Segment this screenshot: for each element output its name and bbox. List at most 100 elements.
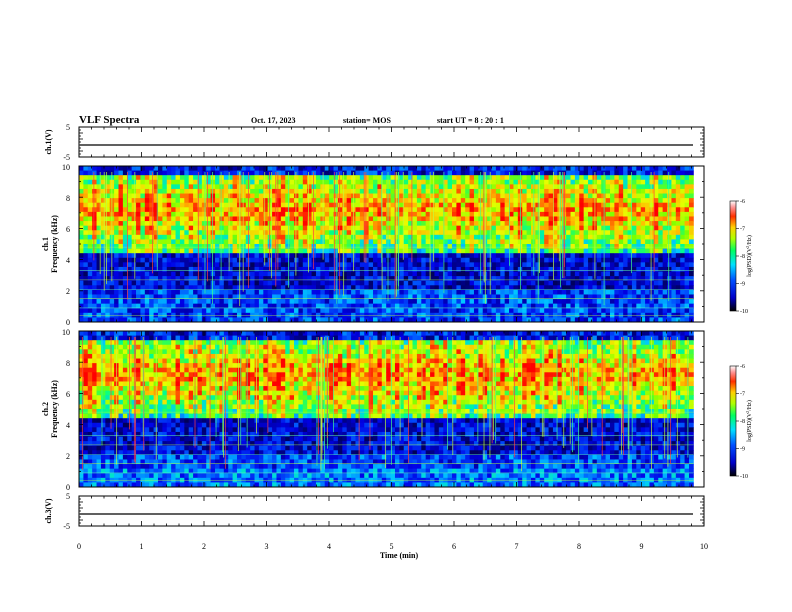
spectrogram-cell: [386, 193, 391, 199]
spectrogram-cell: [342, 234, 348, 240]
spectrogram-cell: [452, 239, 457, 245]
spectrogram-cell: [267, 317, 273, 323]
spectrogram-cell: [509, 179, 514, 185]
spectrogram-cell: [92, 468, 97, 474]
spectrogram-cell: [364, 188, 370, 194]
spectrogram-cell: [197, 312, 203, 318]
spectrogram-cell: [548, 198, 554, 204]
spectrogram-cell: [100, 253, 106, 259]
spectrogram-cell: [557, 271, 563, 277]
spectrogram-cell: [478, 317, 484, 323]
spectrogram-cell: [228, 230, 233, 236]
spectrogram-cell: [544, 299, 549, 305]
spectrogram-cell: [618, 276, 624, 282]
spectrogram-cell: [355, 257, 361, 263]
spectrogram-cell: [206, 289, 212, 295]
spectrogram-cell: [368, 193, 374, 199]
spectrogram-cell: [162, 216, 168, 222]
spectrogram-cell: [342, 253, 348, 259]
spectrogram-cell: [228, 207, 233, 213]
spectrogram-cell: [236, 317, 242, 323]
spectrogram-cell: [175, 216, 181, 222]
spectrogram-cell: [662, 198, 668, 204]
spectrogram-cell: [329, 207, 334, 213]
spectrogram-cell: [289, 257, 295, 263]
spectrogram-cell: [399, 179, 405, 185]
spectrogram-cell: [79, 317, 84, 323]
spectrogram-cell: [645, 276, 650, 282]
spectrogram-cell: [250, 230, 255, 236]
spectrogram-cell: [495, 193, 501, 199]
spectrogram-cell: [473, 317, 479, 323]
spectrogram-cell: [610, 234, 615, 240]
spectrogram-cell: [465, 285, 470, 291]
spectrogram-cell: [443, 198, 449, 204]
spectrogram-cell: [473, 276, 479, 282]
spectrogram-cell: [640, 317, 646, 323]
spectrogram-cell: [166, 184, 172, 190]
spectrogram-cell: [166, 271, 172, 277]
spectrogram-cell: [596, 244, 602, 249]
spectrogram-cell: [509, 244, 514, 249]
spectrogram-cell: [83, 276, 89, 282]
spectrogram-cell: [83, 459, 89, 465]
spectrogram-cell: [425, 257, 431, 263]
spectrogram-cell: [394, 175, 400, 181]
spectrogram-cell: [675, 216, 681, 222]
spectrogram-cell: [219, 317, 225, 323]
spectrogram-cell: [601, 244, 607, 249]
spectrogram-cell: [487, 221, 492, 227]
spectrogram-cell: [596, 175, 602, 181]
spectrogram-cell: [623, 207, 628, 213]
spectrogram-cell: [522, 211, 528, 217]
spectrogram-cell: [592, 308, 598, 314]
spectrogram-cell: [403, 166, 409, 171]
spectrogram-cell: [394, 202, 400, 208]
spectrogram-cell: [364, 285, 370, 291]
spectrogram-cell: [460, 170, 466, 176]
spectrogram-cell: [267, 248, 273, 254]
spectrogram-cell: [114, 262, 119, 268]
spectrogram-cell: [526, 230, 532, 236]
spectrogram-cell: [513, 244, 519, 249]
spectrogram-cell: [373, 193, 378, 199]
spectrogram-cell: [258, 303, 264, 309]
spectrogram-cell: [509, 312, 514, 318]
spectrogram-cell: [166, 198, 172, 204]
spectrogram-cell: [557, 216, 563, 222]
spectrogram-cell: [438, 230, 444, 236]
spectrogram-cell: [92, 454, 97, 460]
spectrogram-cell: [675, 230, 681, 236]
spectrogram-cell: [250, 308, 255, 314]
spectrogram-cell: [342, 248, 348, 254]
spectrogram-cell: [289, 266, 295, 272]
spectrogram-cell: [307, 303, 312, 309]
spectrogram-cell: [364, 230, 370, 236]
spectrogram-cell: [337, 276, 343, 282]
spectrogram-cell: [623, 225, 628, 231]
spectrogram-cell: [201, 294, 207, 300]
spectrogram-cell: [557, 239, 563, 245]
spectrogram-cell: [667, 257, 672, 263]
spectrogram-cell: [144, 221, 150, 227]
spectrogram-cell: [329, 276, 334, 282]
spectrogram-cell: [645, 230, 650, 236]
spectrogram-cell: [131, 285, 137, 291]
spectrogram-cell: [228, 175, 233, 181]
spectrogram-cell: [302, 225, 308, 231]
spectrogram-cell: [254, 262, 260, 268]
spectrogram-cell: [531, 280, 536, 286]
spectrogram-cell: [491, 253, 497, 259]
spectrogram-cell: [671, 230, 677, 236]
spectrogram-cell: [228, 308, 233, 314]
spectrogram-cell: [671, 216, 677, 222]
spectrogram-cell: [469, 230, 475, 236]
spectrogram-cell: [157, 207, 163, 213]
spectrogram-cell: [416, 230, 422, 236]
spectrogram-cell: [645, 244, 650, 249]
spectrogram-cell: [280, 179, 286, 185]
spectrogram-cell: [610, 266, 615, 272]
spectrogram-cell: [342, 308, 348, 314]
spectrogram-cell: [276, 230, 282, 236]
spectrogram-cell: [412, 184, 418, 190]
